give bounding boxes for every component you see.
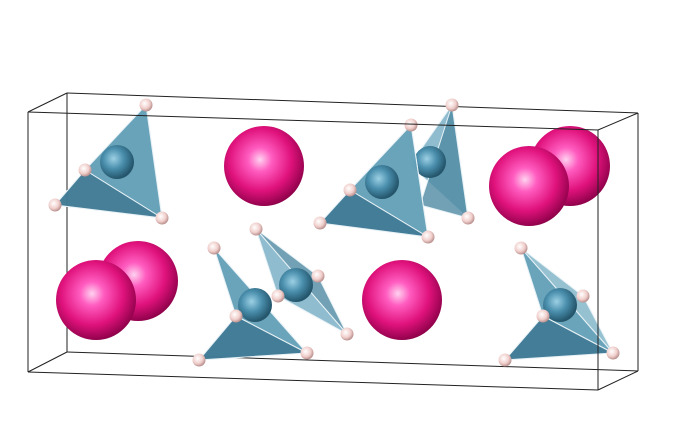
central-atom xyxy=(238,288,272,322)
vertex-atom xyxy=(48,198,62,212)
cell-edge xyxy=(27,351,68,373)
vertex-atom xyxy=(155,211,169,225)
cation-atom xyxy=(362,260,442,340)
central-atom xyxy=(414,146,446,178)
cell-edge xyxy=(27,111,599,131)
vertex-atom xyxy=(498,353,512,367)
vertex-atom xyxy=(343,183,357,197)
central-atom xyxy=(279,268,313,302)
cell-edge xyxy=(597,112,639,131)
cation-atom xyxy=(489,146,569,226)
vertex-atom xyxy=(421,230,435,244)
central-atom xyxy=(543,288,577,322)
tetrahedron xyxy=(48,98,169,225)
tetrahedron xyxy=(313,118,435,244)
cell-edge xyxy=(597,370,639,391)
tetrahedron xyxy=(409,98,475,225)
tetrahedron xyxy=(498,241,620,367)
central-atom xyxy=(100,145,134,179)
vertex-atom xyxy=(313,216,327,230)
vertex-atom xyxy=(514,241,528,255)
vertex-atom xyxy=(445,98,459,112)
vertex-atom xyxy=(249,222,263,236)
vertex-atom xyxy=(229,309,243,323)
cation-atom xyxy=(224,126,304,206)
vertex-atom xyxy=(271,289,285,303)
vertex-atom xyxy=(404,118,418,132)
cation-atom xyxy=(56,260,136,340)
cell-edge xyxy=(66,351,639,372)
vertex-atom xyxy=(192,353,206,367)
vertex-atom xyxy=(311,269,325,283)
vertex-atom xyxy=(139,98,153,112)
tetrahedron xyxy=(249,222,354,341)
central-atom xyxy=(365,165,399,199)
cell-edge xyxy=(27,371,599,391)
vertex-atom xyxy=(340,327,354,341)
vertex-atom xyxy=(78,163,92,177)
tetrahedron xyxy=(192,241,314,367)
vertex-atom xyxy=(606,346,620,360)
cell-edge xyxy=(66,92,639,114)
cell-edge xyxy=(27,92,68,113)
vertex-atom xyxy=(300,346,314,360)
vertex-atom xyxy=(536,309,550,323)
vertex-atom xyxy=(207,241,221,255)
unit-cell-back-edges xyxy=(27,92,639,391)
cation-atoms xyxy=(56,126,610,340)
vertex-atom xyxy=(576,289,590,303)
unit-cell-front-edges xyxy=(27,111,599,391)
vertex-atom xyxy=(461,211,475,225)
